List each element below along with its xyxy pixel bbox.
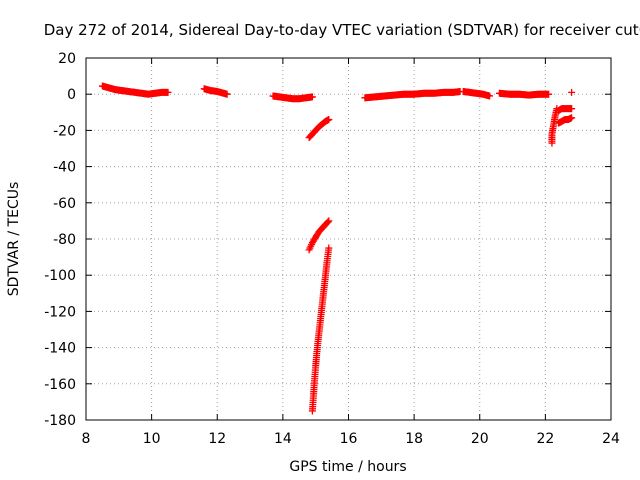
data-point: [486, 92, 494, 100]
data-point: [568, 88, 576, 96]
x-tick-labels: 8 10 12 14 16 18 20 22 24: [82, 431, 620, 447]
grid: [86, 58, 611, 420]
y-tick-label: -40: [53, 160, 76, 176]
y-tick-labels: 20 0 -20 -40 -60 -80 -100 -120 -140 -160 -180: [44, 51, 76, 429]
y-tick-label: -140: [44, 341, 76, 357]
y-tick-label: -20: [53, 123, 76, 139]
data-point: [223, 90, 231, 98]
x-tick-label: 10: [143, 431, 161, 447]
y-tick-label: -80: [53, 232, 76, 248]
data-point: [308, 93, 316, 101]
x-tick-label: 16: [340, 431, 358, 447]
x-tick-label: 8: [82, 431, 91, 447]
data-point: [324, 218, 332, 226]
x-axis-label: GPS time / hours: [289, 459, 406, 475]
data-point: [545, 90, 553, 98]
data-point: [164, 88, 172, 96]
chart-title: Day 272 of 2014, Sidereal Day-to-day VTE…: [44, 21, 640, 39]
x-tick-label: 24: [602, 431, 620, 447]
data-point: [568, 105, 576, 113]
data-point: [325, 116, 333, 124]
y-tick-label: -160: [44, 377, 76, 393]
y-tick-label: -120: [44, 304, 76, 320]
y-tick-label: -180: [44, 413, 76, 429]
y-tick-label: -100: [44, 268, 76, 284]
y-tick-label: 20: [58, 51, 76, 67]
y-axis-label: SDTVAR / TECUs: [6, 182, 22, 297]
data-point: [568, 114, 576, 122]
x-tick-label: 20: [471, 431, 489, 447]
y-tick-label: -60: [53, 196, 76, 212]
x-tick-label: 12: [208, 431, 226, 447]
data-point: [325, 244, 333, 252]
x-tick-label: 18: [405, 431, 423, 447]
data-points: [98, 82, 576, 415]
y-tick-label: 0: [67, 87, 76, 103]
x-tick-label: 14: [274, 431, 292, 447]
data-point: [325, 217, 333, 225]
x-tick-label: 22: [536, 431, 554, 447]
axis-ticks: [85, 57, 612, 421]
